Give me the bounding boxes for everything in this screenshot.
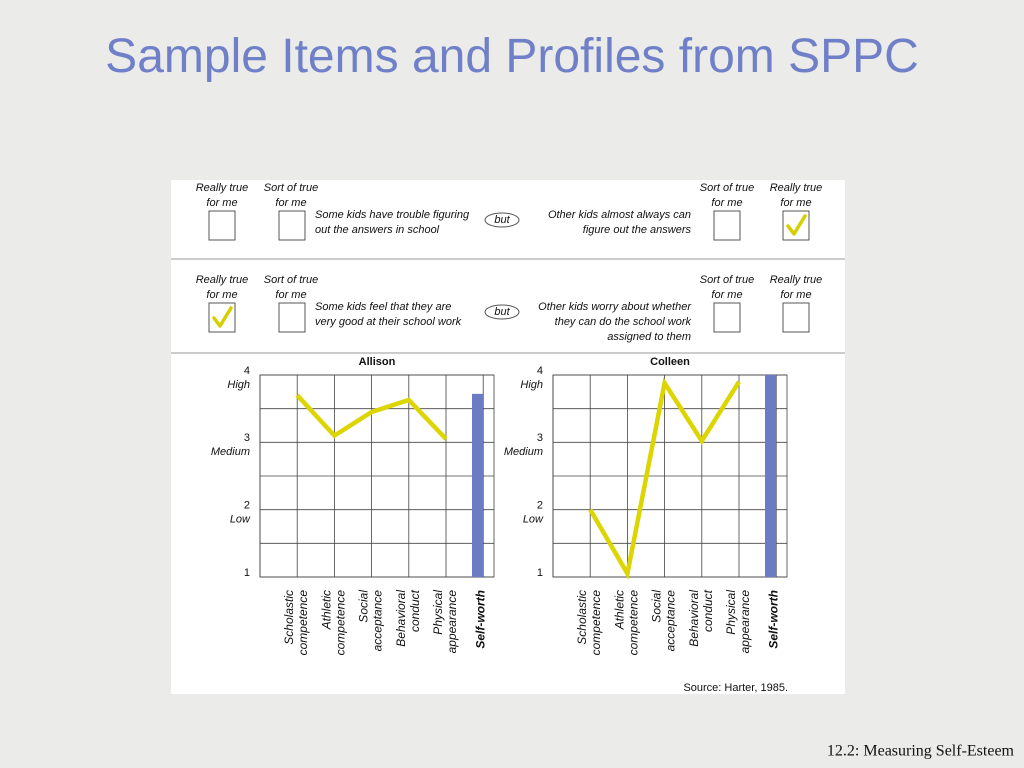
x-tick-label: Self-worth: [766, 590, 780, 649]
bar: [472, 393, 483, 577]
response-header: Sort of true for me: [264, 182, 318, 209]
left-statement: Some kids have trouble figuring out the a…: [315, 209, 470, 236]
plot: [259, 374, 495, 578]
y-tick-label: 2: [537, 500, 543, 512]
response-header: Really true for me: [196, 182, 249, 209]
response-box: [782, 302, 810, 333]
y-tick-label: 2: [244, 500, 250, 512]
x-tick-label: Physicalappearance: [431, 590, 459, 654]
response-header: Sort of true for me: [264, 274, 318, 301]
response-header: Really true for me: [770, 274, 823, 301]
connector-oval: [484, 304, 520, 320]
y-level-label: High: [520, 379, 543, 391]
response-box: [278, 302, 306, 333]
x-tick-label: Athleticcompetence: [320, 590, 348, 656]
figure-panel: [171, 180, 845, 694]
profile-line: [588, 377, 741, 580]
connector-oval: [484, 212, 520, 228]
right-statement: Other kids almost always can figure out t…: [548, 209, 692, 236]
response-header: Sort of true for me: [700, 274, 754, 301]
plot-frame: [552, 374, 788, 578]
left-statement: Some kids feel that they are very good at…: [315, 301, 462, 328]
y-tick-label: 1: [244, 567, 250, 579]
connector: but: [494, 306, 510, 318]
slide-title: Sample Items and Profiles from SPPC: [105, 30, 919, 83]
chart-title: Colleen: [650, 356, 690, 368]
response-header: Really true for me: [196, 274, 249, 301]
y-tick-label: 1: [537, 567, 543, 579]
chart-title: Allison: [359, 356, 396, 368]
response-box: [713, 210, 741, 241]
plot-frame: [259, 374, 495, 578]
response-box: [278, 210, 306, 241]
response-header: Sort of true for me: [700, 182, 754, 209]
checkmark: [786, 214, 807, 236]
y-level-label: Low: [523, 514, 544, 526]
y-tick-label: 3: [537, 432, 543, 444]
x-tick-label: Physicalappearance: [724, 590, 752, 654]
bar: [765, 375, 776, 577]
response-header: Really true for me: [770, 182, 823, 209]
y-level-label: Medium: [504, 446, 543, 458]
y-tick-label: 3: [244, 432, 250, 444]
checkmark: [212, 306, 233, 328]
plot: [552, 374, 788, 578]
y-level-label: Medium: [211, 446, 250, 458]
x-tick-label: Scholasticcompetence: [575, 590, 603, 656]
y-tick-label: 4: [537, 365, 543, 377]
response-box: [208, 210, 236, 241]
y-level-label: High: [227, 379, 250, 391]
connector: but: [494, 214, 510, 226]
x-tick-label: Scholasticcompetence: [282, 590, 310, 656]
response-box: [713, 302, 741, 333]
profile-line: [295, 393, 448, 441]
x-tick-label: Athleticcompetence: [613, 590, 641, 656]
x-tick-label: Socialacceptance: [357, 590, 385, 652]
x-tick-label: Behavioralconduct: [394, 589, 422, 646]
y-tick-label: 4: [244, 365, 250, 377]
footer: 12.2: Measuring Self-Esteem: [827, 743, 1015, 760]
x-tick-label: Self-worth: [473, 590, 487, 649]
x-tick-label: Behavioralconduct: [687, 589, 715, 646]
right-statement: Other kids worry about whether they can d…: [538, 301, 692, 343]
source-note: Source: Harter, 1985.: [683, 682, 788, 694]
y-level-label: Low: [230, 514, 251, 526]
x-tick-label: Socialacceptance: [650, 590, 678, 652]
